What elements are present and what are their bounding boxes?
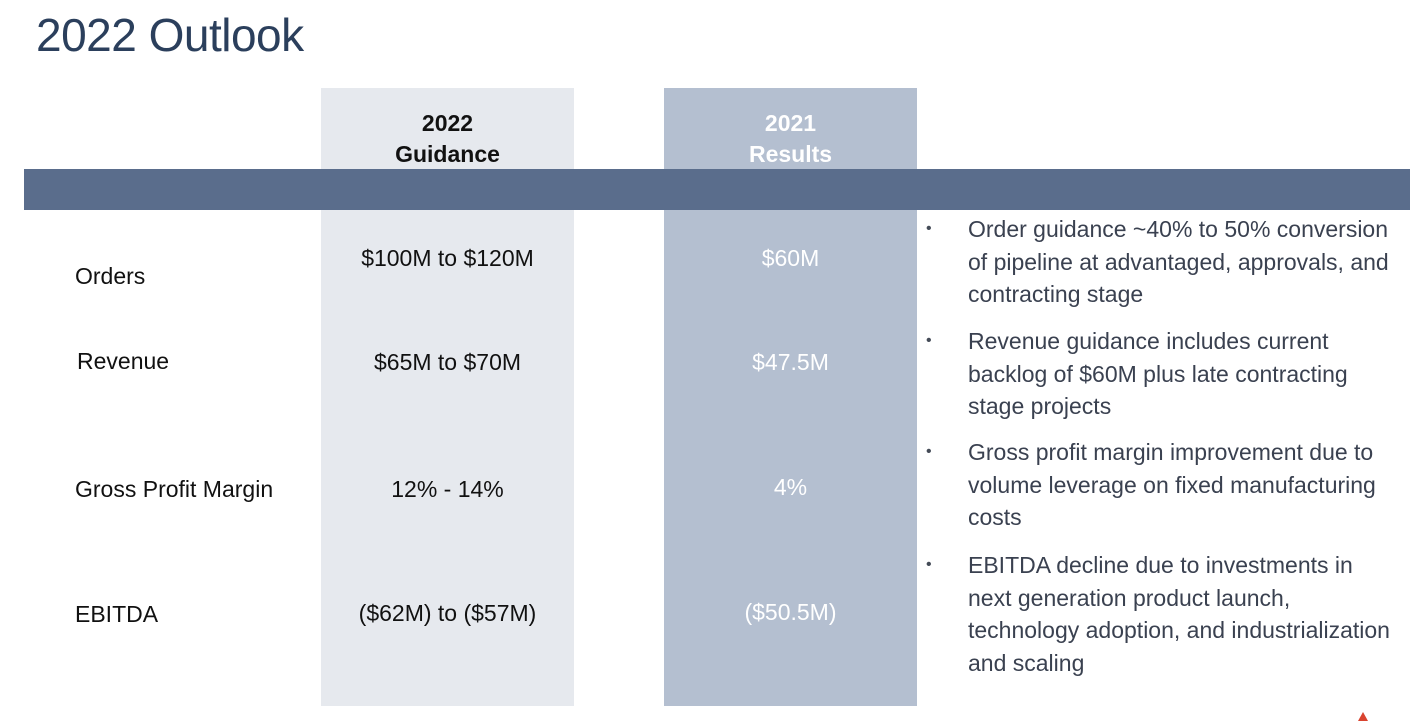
bullet-text-orders: Order guidance ~40% to 50% conversion of… [968,216,1389,307]
bullet-icon: • [926,332,932,349]
results-header-year: 2021 [764,110,817,136]
bullet-text-revenue: Revenue guidance includes current backlo… [968,328,1348,419]
orders-guidance-value: $100M to $120M [361,245,534,271]
bullet-icon: • [926,443,932,460]
gross-profit-margin-guidance-value: 12% - 14% [391,476,504,502]
orders-results-value: $60M [761,245,820,271]
header-band [24,169,1410,210]
gross-profit-margin-results-value: 4% [773,474,808,500]
bullet-icon: • [926,220,932,237]
logo-mark-icon [1358,712,1368,721]
bullet-icon: • [926,556,932,573]
revenue-guidance-value: $65M to $70M [373,349,522,375]
guidance-column-header: 2022 Guidance [321,108,574,170]
bullet-text-gross-profit-margin: Gross profit margin improvement due to v… [968,439,1376,530]
guidance-header-label: Guidance [395,141,500,167]
revenue-results-value: $47.5M [752,349,829,375]
row-label-gross-profit-margin: Gross Profit Margin [75,476,274,502]
bullet-text-ebitda: EBITDA decline due to investments in nex… [968,552,1390,676]
page-title: 2022 Outlook [36,9,304,61]
row-label-orders: Orders [75,263,146,289]
ebitda-guidance-value: ($62M) to ($57M) [358,600,537,626]
results-header-label: Results [748,141,833,167]
row-label-ebitda: EBITDA [75,601,159,627]
results-column-header: 2021 Results [664,108,917,170]
guidance-header-year: 2022 [421,110,474,136]
row-label-revenue: Revenue [77,348,170,374]
ebitda-results-value: ($50.5M) [744,599,837,625]
